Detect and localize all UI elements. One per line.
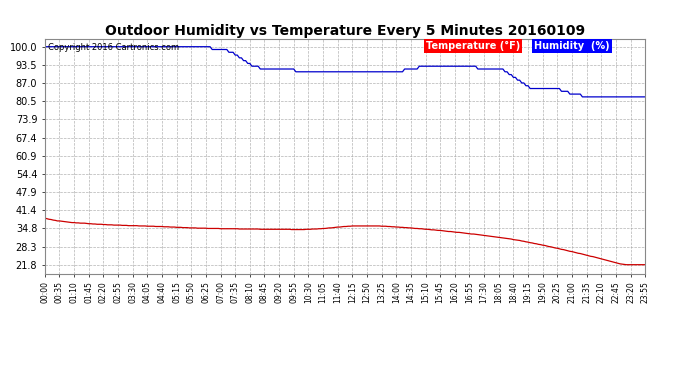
Text: Humidity  (%): Humidity (%) <box>534 40 610 51</box>
Text: Temperature (°F): Temperature (°F) <box>426 40 520 51</box>
Title: Outdoor Humidity vs Temperature Every 5 Minutes 20160109: Outdoor Humidity vs Temperature Every 5 … <box>105 24 585 38</box>
Text: Copyright 2016 Cartronics.com: Copyright 2016 Cartronics.com <box>48 43 179 52</box>
